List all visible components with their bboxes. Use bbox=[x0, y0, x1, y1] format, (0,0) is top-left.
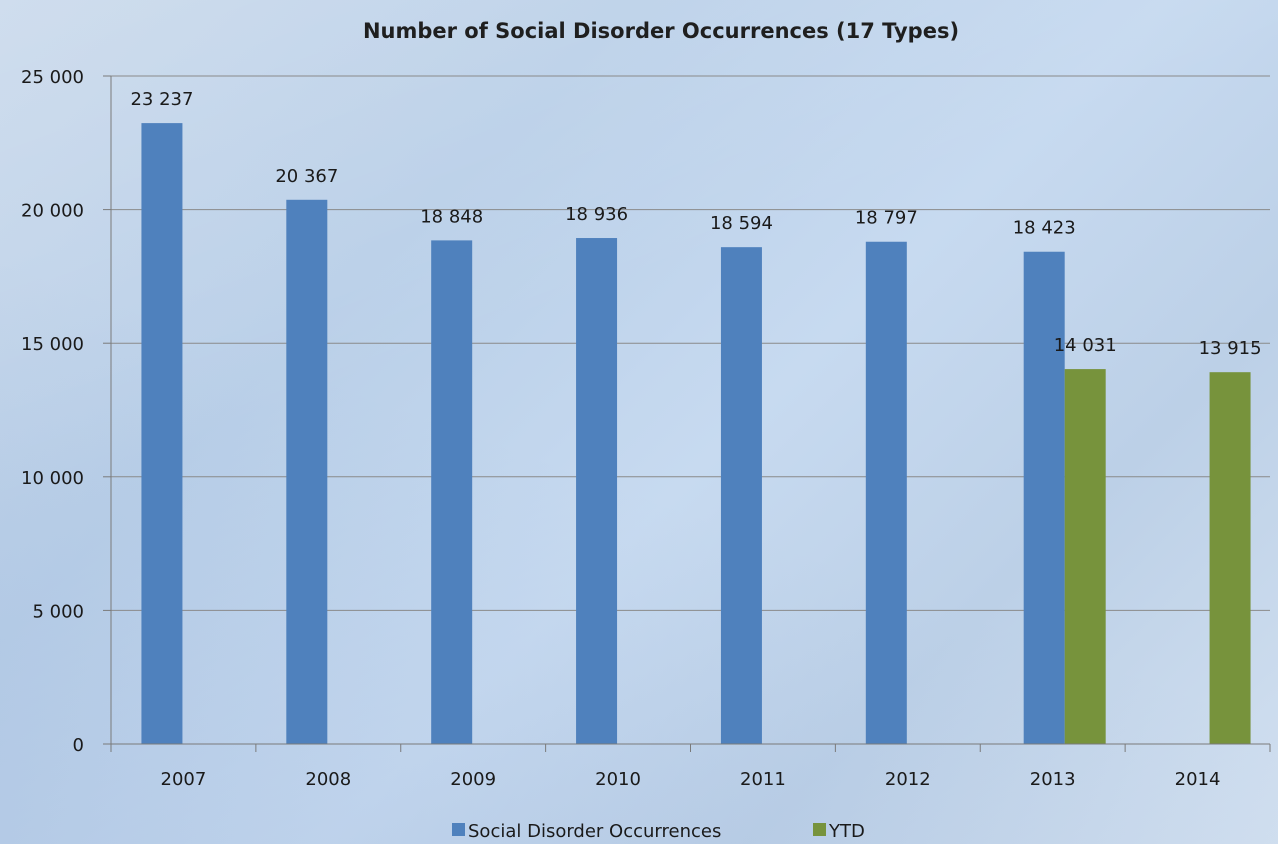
legend-swatch bbox=[452, 823, 465, 836]
data-label: 13 915 bbox=[1199, 338, 1262, 359]
x-tick-label: 2010 bbox=[595, 769, 641, 790]
bar bbox=[1064, 369, 1106, 744]
x-tick-label: 2013 bbox=[1030, 769, 1076, 790]
data-label: 18 936 bbox=[565, 204, 628, 225]
bar bbox=[576, 238, 618, 744]
data-label: 20 367 bbox=[275, 166, 338, 187]
y-tick-label: 25 000 bbox=[21, 67, 84, 88]
x-tick-label: 2011 bbox=[740, 769, 786, 790]
data-labels: 23 237 20 367 18 848 18 936 18 594 18 797 18 4… bbox=[130, 89, 1261, 359]
x-tick-label: 2009 bbox=[450, 769, 496, 790]
bar bbox=[431, 240, 473, 744]
legend-swatch bbox=[813, 823, 826, 836]
legend-label: YTD bbox=[828, 821, 865, 842]
chart-title: Number of Social Disorder Occurrences (1… bbox=[363, 19, 959, 43]
bar bbox=[865, 241, 907, 745]
x-tick-label: 2012 bbox=[885, 769, 931, 790]
y-tick-label: 20 000 bbox=[21, 201, 84, 222]
y-tick-label: 10 000 bbox=[21, 468, 84, 489]
data-label: 18 848 bbox=[420, 206, 483, 227]
bars bbox=[141, 123, 1251, 745]
x-tick-label: 2007 bbox=[161, 769, 207, 790]
legend: Social Disorder Occurrences YTD bbox=[452, 821, 865, 842]
data-label: 18 797 bbox=[855, 208, 918, 229]
legend-label: Social Disorder Occurrences bbox=[468, 821, 721, 842]
y-tick-label: 0 bbox=[73, 735, 84, 756]
data-label: 18 594 bbox=[710, 213, 773, 234]
bar bbox=[1209, 372, 1251, 744]
bar bbox=[1023, 251, 1065, 745]
x-tick-label: 2014 bbox=[1175, 769, 1221, 790]
axes: 0 5 000 10 000 15 000 20 000 25 000 2007 2008 20… bbox=[21, 67, 1271, 790]
bar bbox=[720, 247, 762, 744]
y-tick-label: 5 000 bbox=[32, 601, 84, 622]
y-tick-label: 15 000 bbox=[21, 334, 84, 355]
data-label: 23 237 bbox=[130, 89, 193, 110]
bar bbox=[286, 199, 328, 744]
bar bbox=[141, 123, 183, 744]
x-tick-label: 2008 bbox=[305, 769, 351, 790]
data-label: 18 423 bbox=[1013, 218, 1076, 239]
data-label: 14 031 bbox=[1054, 335, 1117, 356]
